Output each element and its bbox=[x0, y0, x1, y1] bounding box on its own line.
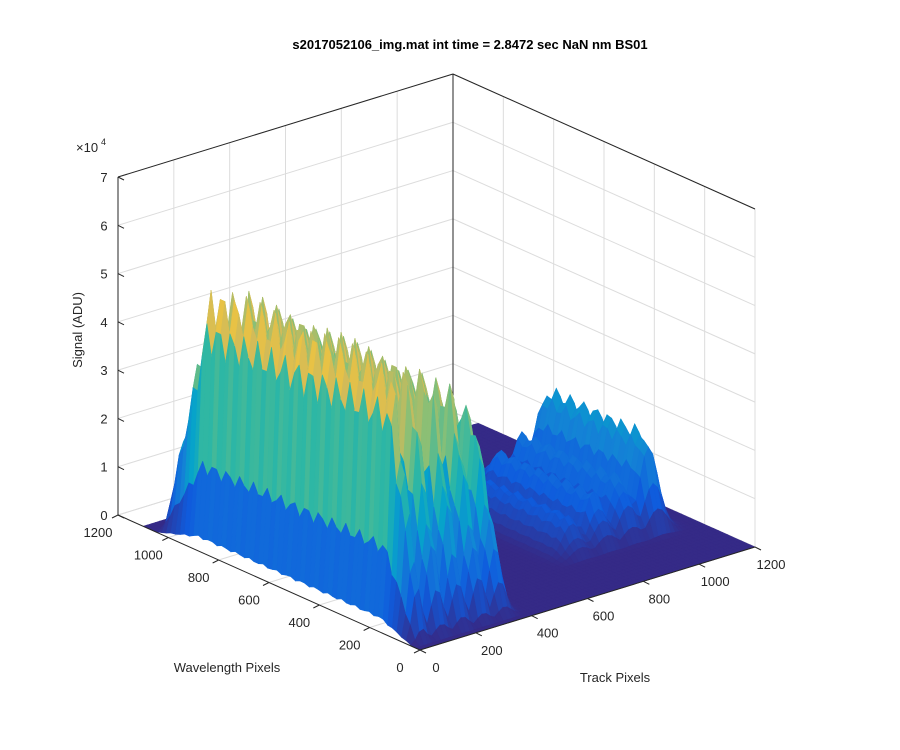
z-tick-mark bbox=[117, 321, 125, 326]
y-tick-mark bbox=[111, 514, 119, 519]
axes-edge bbox=[452, 73, 756, 210]
z-tick-mark bbox=[117, 224, 125, 229]
z-axis-label: Signal (ADU) bbox=[70, 292, 85, 368]
z-tick-label: 1 bbox=[100, 460, 107, 475]
y-tick-label: 200 bbox=[339, 638, 361, 653]
y-axis-label: Wavelength Pixels bbox=[174, 660, 281, 675]
wall-grid-line bbox=[117, 121, 454, 226]
z-multiplier-text: ×10 bbox=[76, 140, 98, 155]
z-exponent-label: ×10 4 bbox=[76, 137, 106, 155]
y-tick-mark bbox=[212, 559, 219, 564]
wall-grid-line bbox=[452, 314, 756, 451]
x-tick-mark bbox=[754, 546, 762, 551]
x-tick-label: 1200 bbox=[757, 557, 786, 572]
y-tick-label: 1200 bbox=[84, 525, 113, 540]
x-tick-mark bbox=[531, 615, 538, 620]
x-axis-label: Track Pixels bbox=[580, 670, 651, 685]
wall-grid-line bbox=[452, 266, 756, 403]
y-tick-mark bbox=[262, 582, 270, 586]
x-tick-label: 400 bbox=[537, 626, 559, 641]
x-tick-mark bbox=[419, 649, 427, 654]
y-tick-label: 600 bbox=[238, 593, 260, 608]
axes-edge bbox=[117, 73, 454, 178]
z-tick-label: 0 bbox=[100, 508, 107, 523]
surface-mesh bbox=[142, 289, 756, 651]
wall-grid-line bbox=[452, 121, 756, 258]
x-tick-label: 200 bbox=[481, 643, 503, 658]
y-tick-mark bbox=[313, 604, 320, 609]
z-tick-mark bbox=[117, 369, 125, 374]
y-tick-label: 0 bbox=[396, 660, 403, 675]
z-tick-mark bbox=[117, 417, 125, 422]
z-tick-mark bbox=[117, 514, 125, 519]
x-tick-label: 1000 bbox=[701, 574, 730, 589]
z-multiplier-exponent: 4 bbox=[101, 137, 106, 147]
z-tick-label: 6 bbox=[100, 218, 107, 233]
x-tick-label: 800 bbox=[648, 591, 670, 606]
wall-grid-line bbox=[452, 218, 756, 355]
axis-ticks: 0200400600800100012000200400600800100012… bbox=[84, 170, 786, 675]
y-tick-label: 1000 bbox=[134, 548, 163, 563]
x-tick-mark bbox=[475, 632, 483, 637]
y-tick-mark bbox=[363, 627, 370, 631]
x-tick-mark bbox=[587, 598, 594, 602]
wall-grid-line bbox=[117, 218, 454, 323]
z-tick-mark bbox=[117, 273, 125, 278]
z-tick-mark bbox=[117, 176, 125, 181]
x-tick-mark bbox=[698, 563, 706, 568]
z-tick-label: 7 bbox=[100, 170, 107, 185]
y-tick-label: 800 bbox=[188, 570, 210, 585]
z-tick-label: 3 bbox=[100, 363, 107, 378]
z-tick-label: 5 bbox=[100, 267, 107, 282]
z-tick-mark bbox=[117, 466, 125, 471]
x-tick-mark bbox=[643, 580, 650, 585]
chart-title: s2017052106_img.mat int time = 2.8472 se… bbox=[292, 37, 647, 52]
y-tick-label: 400 bbox=[288, 615, 310, 630]
y-tick-mark bbox=[162, 537, 169, 541]
wall-grid-line bbox=[117, 170, 454, 275]
y-tick-mark bbox=[413, 649, 421, 654]
z-tick-label: 4 bbox=[100, 315, 107, 330]
wall-grid-line bbox=[452, 170, 756, 307]
z-tick-label: 2 bbox=[100, 411, 107, 426]
x-tick-label: 600 bbox=[593, 609, 615, 624]
wall-grid-line bbox=[117, 266, 454, 371]
x-tick-label: 0 bbox=[432, 660, 439, 675]
